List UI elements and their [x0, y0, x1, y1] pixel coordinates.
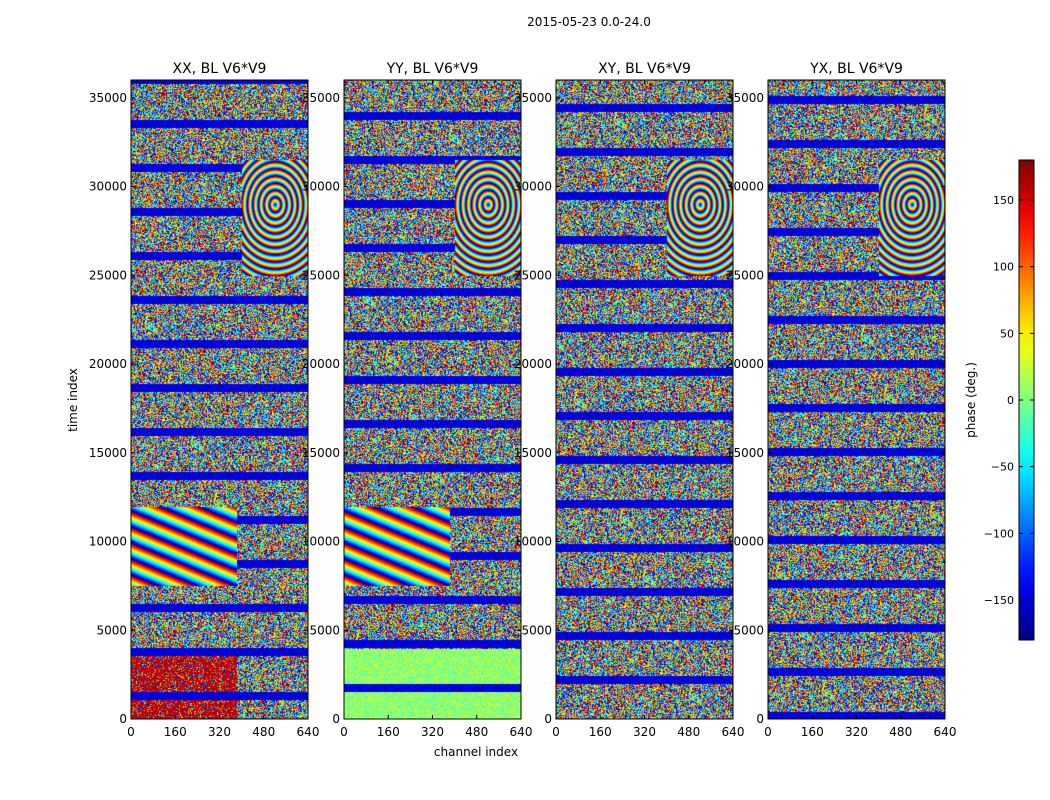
- x-tick-label: 480: [889, 725, 912, 739]
- x-tick-label: 0: [340, 725, 348, 739]
- x-tick-label: 640: [722, 725, 745, 739]
- x-tick-label: 160: [164, 725, 187, 739]
- x-tick-label: 640: [297, 725, 320, 739]
- y-tick-label: 0: [332, 712, 340, 726]
- x-tick-label: 160: [377, 725, 400, 739]
- y-tick-label: 30000: [514, 180, 552, 194]
- y-tick-label: 15000: [514, 446, 552, 460]
- y-tick-label: 10000: [89, 535, 127, 549]
- y-tick-label: 25000: [514, 268, 552, 282]
- phase-image: [768, 80, 945, 719]
- y-tick-label: 25000: [726, 268, 764, 282]
- y-tick-label: 30000: [726, 180, 764, 194]
- panel-title: YX, BL V6*V9: [809, 61, 903, 77]
- figure-title: 2015-05-23 0.0-24.0: [527, 15, 651, 29]
- y-tick-label: 20000: [726, 357, 764, 371]
- x-tick-label: 480: [677, 725, 700, 739]
- y-tick-label: 0: [544, 712, 552, 726]
- panel-yy: YY, BL V6*V9 0 160 320 480 640 0 5000 10000 15000…: [302, 61, 533, 739]
- y-tick-label: 35000: [514, 91, 552, 105]
- y-tick-label: 20000: [89, 357, 127, 371]
- y-tick-label: 30000: [302, 180, 340, 194]
- x-axis-label: channel index: [434, 745, 518, 759]
- phase-image: [344, 80, 521, 719]
- panel-title: XY, BL V6*V9: [598, 61, 691, 77]
- y-tick-label: 0: [119, 712, 127, 726]
- panel-xx: XX, BL V6*V9 0 160 320 480 640 0 5000 10000 15000…: [89, 61, 320, 739]
- x-tick-label: 0: [764, 725, 772, 739]
- y-axis-label: time index: [66, 368, 80, 432]
- y-tick-label: 30000: [89, 180, 127, 194]
- y-tick-label: 10000: [726, 535, 764, 549]
- x-tick-label: 0: [552, 725, 560, 739]
- colorbar-tick-label: 50: [1000, 327, 1014, 340]
- colorbar: −150 −100 −50 0 50 100 150: [984, 159, 1035, 641]
- y-tick-label: 20000: [302, 357, 340, 371]
- y-tick-label: 25000: [89, 268, 127, 282]
- x-tick-label: 640: [510, 725, 533, 739]
- colorbar-tick-label: 150: [993, 194, 1014, 207]
- x-tick-label: 480: [252, 725, 275, 739]
- panel-yx: YX, BL V6*V9 0 160 320 480 640 0 5000 10000 15000…: [726, 61, 957, 739]
- y-tick-label: 20000: [514, 357, 552, 371]
- x-tick-label: 160: [589, 725, 612, 739]
- y-tick-label: 0: [756, 712, 764, 726]
- colorbar-tick-label: −50: [991, 461, 1014, 474]
- panels: XX, BL V6*V9 0 160 320 480 640 0 5000 10000 15000…: [89, 61, 957, 739]
- y-tick-label: 15000: [726, 446, 764, 460]
- colorbar-label: phase (deg.): [964, 362, 978, 438]
- y-tick-label: 25000: [302, 268, 340, 282]
- colorbar-tick-label: 0: [1007, 394, 1014, 407]
- y-tick-label: 15000: [302, 446, 340, 460]
- y-tick-label: 5000: [96, 623, 127, 637]
- y-tick-label: 5000: [309, 623, 340, 637]
- x-tick-label: 640: [934, 725, 957, 739]
- phase-image: [556, 80, 733, 719]
- y-tick-label: 15000: [89, 446, 127, 460]
- x-tick-label: 320: [421, 725, 444, 739]
- colorbar-tick-label: −100: [984, 527, 1014, 540]
- y-tick-label: 35000: [726, 91, 764, 105]
- x-tick-label: 0: [127, 725, 135, 739]
- y-tick-label: 10000: [514, 535, 552, 549]
- panel-title: YY, BL V6*V9: [386, 61, 479, 77]
- y-tick-label: 35000: [302, 91, 340, 105]
- x-tick-label: 320: [845, 725, 868, 739]
- x-tick-label: 480: [465, 725, 488, 739]
- colorbar-tick-label: 100: [993, 261, 1014, 274]
- colorbar-tick-label: −150: [984, 594, 1014, 607]
- x-tick-label: 320: [633, 725, 656, 739]
- y-tick-label: 5000: [521, 623, 552, 637]
- panel-xy: XY, BL V6*V9 0 160 320 480 640 0 5000 10000 15000…: [514, 61, 745, 739]
- panel-title: XX, BL V6*V9: [173, 61, 267, 77]
- y-tick-label: 35000: [89, 91, 127, 105]
- x-tick-label: 320: [208, 725, 231, 739]
- y-tick-label: 5000: [733, 623, 764, 637]
- phase-image: [131, 80, 308, 719]
- x-tick-label: 160: [801, 725, 824, 739]
- y-tick-label: 10000: [302, 535, 340, 549]
